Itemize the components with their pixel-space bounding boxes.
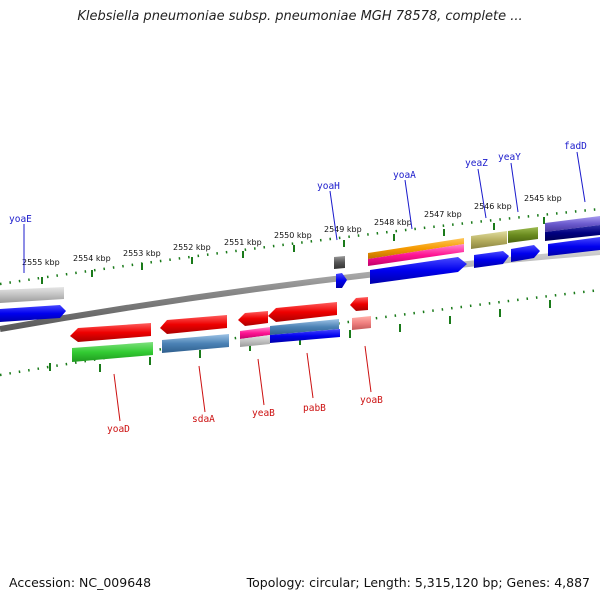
gene-label-fadD[interactable]: fadD xyxy=(564,141,587,152)
kbp-label: 2553 kbp xyxy=(123,249,161,258)
feature-yoaA-orange[interactable] xyxy=(368,238,464,259)
feature-yoaE-blue[interactable] xyxy=(0,305,66,322)
feature-fadD-slate[interactable] xyxy=(545,216,600,232)
leader-yoaA xyxy=(404,179,413,230)
gene-label-yeaB[interactable]: yeaB xyxy=(252,408,275,419)
feature-yeaY-olive[interactable] xyxy=(508,227,538,243)
feature-yoaD-red[interactable] xyxy=(70,323,151,342)
reverse-strand-features xyxy=(70,297,371,362)
feature-sdaA-red[interactable] xyxy=(160,315,227,334)
gene-label-yeaZ[interactable]: yeaZ xyxy=(465,158,488,169)
gene-label-yoaH[interactable]: yoaH xyxy=(317,181,340,192)
forward-strand-features xyxy=(0,216,600,322)
kbp-label: 2546 kbp xyxy=(474,202,512,211)
kbp-label: 2555 kbp xyxy=(22,258,60,267)
gene-label-pabB[interactable]: pabB xyxy=(303,403,326,414)
gene-label-sdaA[interactable]: sdaA xyxy=(192,414,215,425)
gene-label-yoaD[interactable]: yoaD xyxy=(107,424,130,435)
kbp-label: 2548 kbp xyxy=(374,218,412,227)
feature-pabB-red[interactable] xyxy=(268,302,337,322)
kbp-label: 2552 kbp xyxy=(173,243,211,252)
kbp-label: 2551 kbp xyxy=(224,238,262,247)
accession-text: Accession: NC_009648 xyxy=(9,575,152,590)
feature-yoaE-gray[interactable] xyxy=(0,287,64,303)
leader-yoaB xyxy=(364,345,372,393)
feature-yeaB-gray[interactable] xyxy=(240,335,270,347)
leader-yoaD xyxy=(113,373,121,422)
gene-label-yoaA[interactable]: yoaA xyxy=(393,170,416,181)
feature-yoaH-dark[interactable] xyxy=(334,256,345,269)
gene-label-yoaB[interactable]: yoaB xyxy=(360,395,383,406)
feature-yeaZ-blue[interactable] xyxy=(474,251,509,268)
feature-yoaB-salmon[interactable] xyxy=(352,316,371,330)
kbp-label: 2550 kbp xyxy=(274,231,312,240)
kbp-label: 2547 kbp xyxy=(424,210,462,219)
kbp-label: 2554 kbp xyxy=(73,254,111,263)
feature-pabB-steel[interactable] xyxy=(270,319,339,335)
major-ticks-bottom xyxy=(49,300,551,372)
feature-yoaA-pink[interactable] xyxy=(368,244,464,266)
leader-yeaY xyxy=(510,162,519,213)
leader-pabB xyxy=(306,352,314,399)
gene-label-yeaY[interactable]: yeaY xyxy=(498,152,521,163)
feature-fadD-blue[interactable] xyxy=(548,237,600,256)
feature-yeaB-red[interactable] xyxy=(238,311,268,326)
leader-sdaA xyxy=(198,365,206,413)
feature-pabB-blue[interactable] xyxy=(270,329,340,343)
feature-fadD-navy[interactable] xyxy=(545,225,600,241)
gene-label-yoaE[interactable]: yoaE xyxy=(9,214,32,225)
feature-yoaH-blue[interactable] xyxy=(336,273,347,288)
topology-text: Topology: circular; Length: 5,315,120 bp… xyxy=(246,575,590,590)
kbp-labels: 2555 kbp 2554 kbp 2553 kbp 2552 kbp 2551… xyxy=(22,194,562,267)
map-title: Klebsiella pneumoniae subsp. pneumoniae … xyxy=(77,9,523,24)
feature-yoaA-blue[interactable] xyxy=(370,257,467,284)
gene-labels-top: yoaE yoaH yoaA yeaZ yeaY fadD xyxy=(9,141,587,273)
feature-yoaD-green[interactable] xyxy=(72,342,153,362)
kbp-label: 2549 kbp xyxy=(324,225,362,234)
kbp-label: 2545 kbp xyxy=(524,194,562,203)
feature-sdaA-steel[interactable] xyxy=(162,334,229,353)
leader-yoaH xyxy=(329,190,338,241)
feature-yeaZ-khaki[interactable] xyxy=(471,231,507,249)
feature-yoaB-red[interactable] xyxy=(350,297,368,311)
gene-labels-bottom: yoaD sdaA yeaB pabB yoaB xyxy=(107,345,383,435)
major-ticks-top xyxy=(41,217,545,284)
scale-track-top xyxy=(0,207,600,286)
feature-yeaY-blue[interactable] xyxy=(511,245,540,262)
leader-yeaZ xyxy=(477,168,487,219)
leader-fadD xyxy=(576,151,586,203)
leader-yeaB xyxy=(257,358,265,406)
